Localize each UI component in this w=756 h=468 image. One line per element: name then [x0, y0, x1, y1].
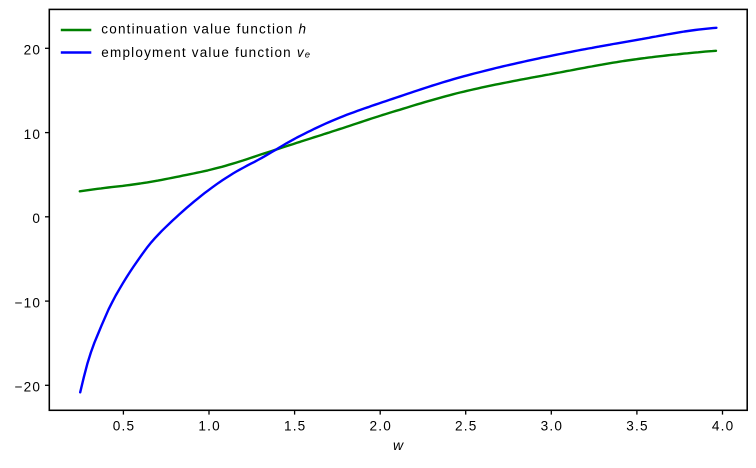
svg-text:−20: −20	[15, 380, 41, 395]
svg-text:w: w	[393, 437, 404, 453]
svg-text:3.5: 3.5	[626, 419, 649, 434]
svg-text:−10: −10	[15, 295, 41, 310]
svg-text:continuation value function h: continuation value function h	[101, 22, 307, 37]
svg-text:1.0: 1.0	[198, 419, 221, 434]
svg-text:1.5: 1.5	[284, 419, 307, 434]
svg-text:2.0: 2.0	[370, 419, 393, 434]
svg-text:4.0: 4.0	[712, 419, 735, 434]
svg-text:0: 0	[32, 211, 41, 226]
svg-text:3.0: 3.0	[541, 419, 564, 434]
svg-text:employment value function ve: employment value function ve	[101, 45, 310, 61]
svg-text:20: 20	[24, 43, 41, 58]
svg-text:10: 10	[24, 127, 41, 142]
svg-text:2.5: 2.5	[455, 419, 478, 434]
svg-text:0.5: 0.5	[113, 419, 136, 434]
